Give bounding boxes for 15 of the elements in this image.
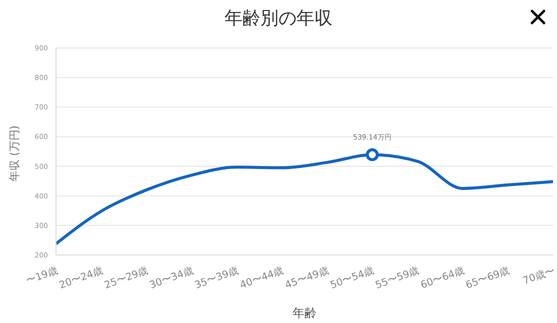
x-tick-label: 45〜49歳 xyxy=(283,264,330,292)
x-axis-title: 年齢 xyxy=(292,306,316,320)
x-tick-label: 30〜34歳 xyxy=(148,264,195,292)
x-tick-label: 60〜64歳 xyxy=(419,264,466,292)
x-tick-label: 65〜69歳 xyxy=(464,264,512,292)
x-tick-label: 55〜59歳 xyxy=(374,264,421,292)
x-tick-label: 40〜44歳 xyxy=(238,264,286,292)
x-tick-label: 25〜29歳 xyxy=(102,264,150,292)
x-tick-label: 50〜54歳 xyxy=(328,264,376,292)
y-axis-title: 年収 (万円) xyxy=(8,125,21,182)
x-tick-label: 35〜39歳 xyxy=(193,264,240,292)
chart-title: 年齢別の年収 xyxy=(224,7,334,30)
x-tick-label: 20〜24歳 xyxy=(58,264,104,292)
x-tick-label: 〜19歳 xyxy=(24,264,60,288)
x-tick-label: 70歳〜 xyxy=(521,264,556,288)
